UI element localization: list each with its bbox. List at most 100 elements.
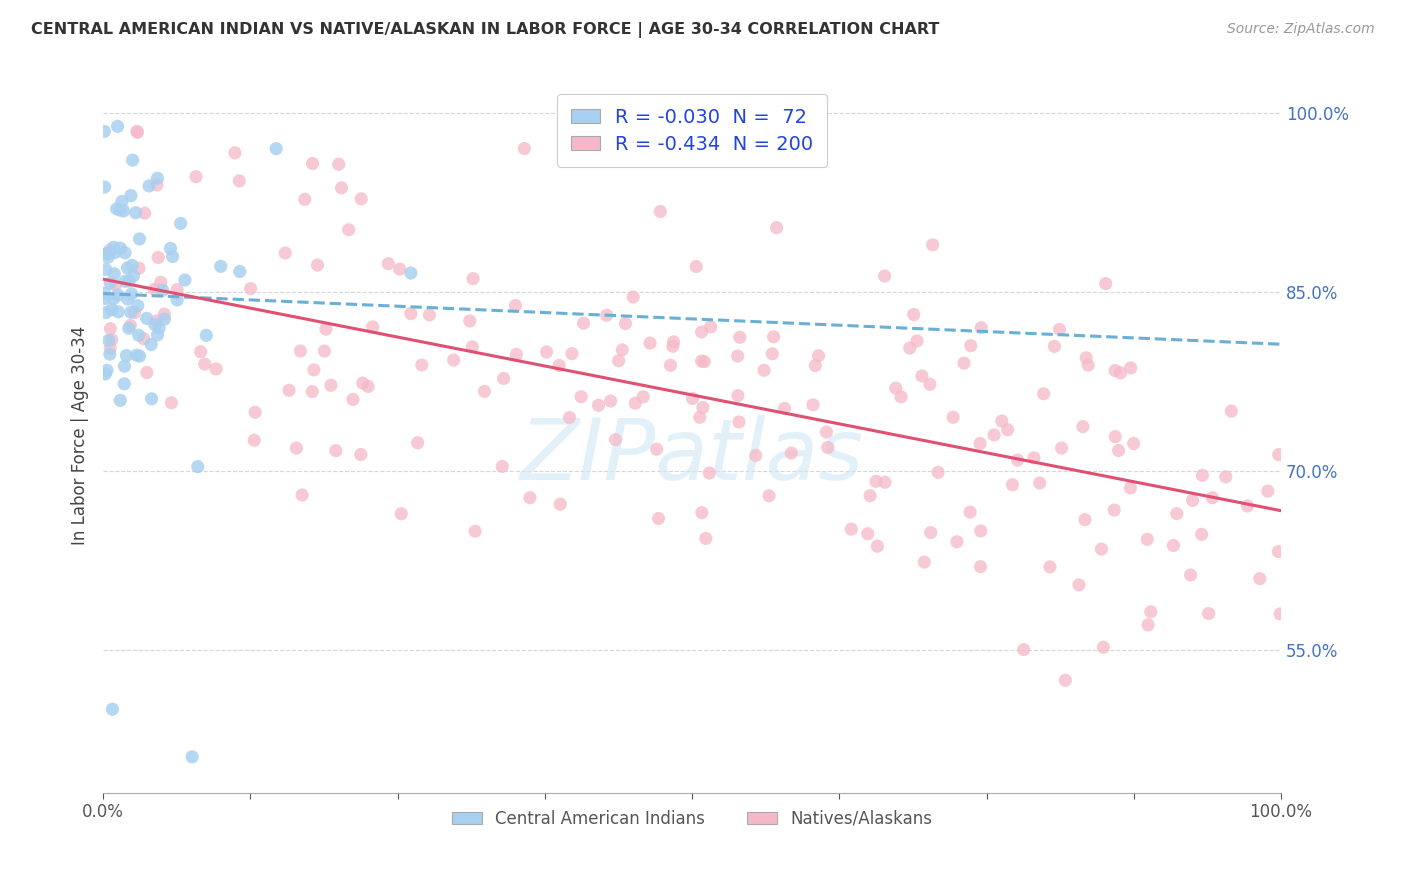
Point	[903, 308, 925, 322]
Point	[411, 358, 433, 372]
Point	[1109, 366, 1132, 380]
Point	[162, 250, 184, 264]
Point	[536, 345, 558, 359]
Point	[920, 525, 942, 540]
Point	[685, 260, 707, 274]
Point	[239, 282, 262, 296]
Point	[228, 174, 250, 188]
Point	[1102, 503, 1125, 517]
Point	[1119, 481, 1142, 495]
Point	[1071, 419, 1094, 434]
Point	[970, 524, 993, 538]
Point	[121, 153, 143, 168]
Point	[120, 318, 142, 333]
Point	[181, 750, 204, 764]
Point	[898, 341, 921, 355]
Point	[205, 362, 228, 376]
Point	[492, 371, 515, 385]
Point	[1181, 493, 1204, 508]
Point	[418, 308, 440, 322]
Point	[120, 286, 142, 301]
Point	[128, 349, 150, 363]
Point	[110, 241, 132, 255]
Point	[285, 441, 308, 455]
Point	[662, 334, 685, 349]
Point	[1201, 491, 1223, 505]
Point	[224, 145, 246, 160]
Point	[865, 475, 887, 489]
Point	[125, 348, 148, 362]
Point	[942, 410, 965, 425]
Point	[1215, 470, 1237, 484]
Point	[1267, 544, 1289, 558]
Point	[399, 266, 422, 280]
Point	[93, 124, 115, 138]
Point	[399, 307, 422, 321]
Point	[96, 363, 118, 377]
Legend: Central American Indians, Natives/Alaskans: Central American Indians, Natives/Alaska…	[446, 803, 939, 834]
Point	[605, 433, 627, 447]
Point	[166, 293, 188, 307]
Point	[134, 206, 156, 220]
Point	[807, 349, 830, 363]
Point	[278, 384, 301, 398]
Point	[1007, 453, 1029, 467]
Point	[458, 314, 481, 328]
Text: CENTRAL AMERICAN INDIAN VS NATIVE/ALASKAN IN LABOR FORCE | AGE 30-34 CORRELATION: CENTRAL AMERICAN INDIAN VS NATIVE/ALASKA…	[31, 22, 939, 38]
Point	[100, 302, 122, 317]
Point	[94, 367, 117, 381]
Point	[128, 328, 150, 343]
Point	[548, 497, 571, 511]
Point	[1028, 476, 1050, 491]
Point	[127, 299, 149, 313]
Point	[692, 401, 714, 415]
Point	[911, 368, 934, 383]
Point	[728, 330, 751, 344]
Point	[388, 262, 411, 277]
Point	[112, 376, 135, 391]
Point	[146, 171, 169, 186]
Point	[1137, 617, 1160, 632]
Point	[761, 347, 783, 361]
Point	[953, 356, 976, 370]
Point	[621, 290, 644, 304]
Point	[120, 188, 142, 202]
Point	[946, 534, 969, 549]
Point	[856, 526, 879, 541]
Point	[361, 319, 384, 334]
Point	[1104, 430, 1126, 444]
Point	[817, 441, 839, 455]
Point	[94, 262, 117, 277]
Point	[301, 156, 323, 170]
Point	[146, 327, 169, 342]
Point	[135, 311, 157, 326]
Point	[146, 251, 169, 265]
Point	[682, 392, 704, 406]
Point	[114, 274, 136, 288]
Point	[98, 244, 121, 258]
Point	[699, 319, 721, 334]
Point	[1067, 578, 1090, 592]
Point	[1119, 361, 1142, 376]
Point	[93, 286, 115, 301]
Point	[959, 505, 981, 519]
Point	[1249, 572, 1271, 586]
Point	[143, 318, 166, 332]
Point	[873, 475, 896, 490]
Point	[801, 398, 824, 412]
Point	[659, 359, 682, 373]
Point	[780, 446, 803, 460]
Point	[599, 394, 621, 409]
Point	[114, 245, 136, 260]
Point	[927, 466, 949, 480]
Point	[107, 288, 129, 302]
Point	[243, 433, 266, 447]
Point	[638, 336, 661, 351]
Point	[959, 339, 981, 353]
Point	[1077, 358, 1099, 372]
Point	[98, 341, 121, 355]
Point	[97, 334, 120, 348]
Point	[274, 246, 297, 260]
Point	[1049, 322, 1071, 336]
Point	[132, 332, 155, 346]
